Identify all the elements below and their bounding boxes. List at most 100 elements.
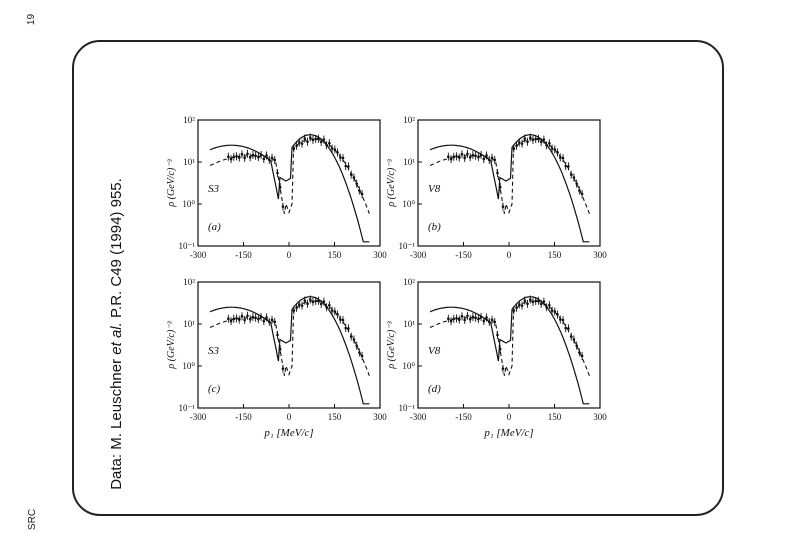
y-tick-label: 10⁰ [402,199,415,209]
data-point [578,351,581,354]
data-point [278,185,282,189]
data-point [452,317,456,321]
data-point [251,315,255,319]
data-point [558,318,562,321]
slide-frame [72,40,724,516]
data-point [276,171,279,175]
data-point [474,316,477,320]
data-point [528,298,532,301]
panel-frame [417,281,601,409]
data-point [572,338,576,341]
data-point [358,189,361,192]
data-point [246,152,249,156]
y-tick-label: 10² [403,277,415,287]
data-point [452,155,456,159]
data-point [281,367,285,370]
x-tick-label: 0 [287,412,292,422]
data-point [303,137,307,140]
y-tick-label: 10¹ [403,319,415,329]
panel-frame [197,119,381,247]
data-point [466,152,469,156]
data-point [558,156,562,159]
y-tick-label: 10¹ [183,157,195,167]
data-point [254,316,257,320]
data-point [548,141,551,145]
data-point [534,137,537,141]
data-point [248,155,252,159]
model-curve-solid [209,296,370,405]
data-point [460,314,464,318]
x-tick-label: -300 [410,412,427,422]
data-point [317,299,320,303]
data-point [447,317,450,321]
data-point [463,156,467,160]
data-point [325,143,328,147]
data-point [308,136,312,139]
data-point [490,156,494,160]
data-point [341,318,345,322]
model-curve-dashed [209,300,370,377]
data-point [229,157,233,161]
data-point [267,158,271,162]
data-point [311,300,315,304]
data-point [512,147,516,150]
data-point [330,147,334,150]
data-point [308,298,312,301]
data-point [447,155,450,159]
model-curve-dashed [429,138,590,215]
x-tick-label: 300 [593,250,607,260]
data-point [240,314,244,318]
data-point [292,147,296,150]
y-axis-title: ρ (GeV/c)⁻³ [166,158,177,207]
data-point [306,140,309,144]
data-point [347,165,350,168]
data-point [482,157,486,161]
panel-a: -300 -150 0 150 300 10⁻¹ 10⁰ 10¹ 10² S3 (a) ρ (GeV/… [166,115,387,260]
data-point [449,319,453,323]
data-point [259,153,263,157]
y-tick-label: 10⁻¹ [399,241,416,251]
panel-frame [197,281,381,409]
data-point [265,154,268,157]
data-point [254,154,257,158]
data-point [298,303,301,306]
data-point [477,317,480,321]
data-point [553,148,557,151]
data-point [360,354,364,358]
x-tick-label: -150 [235,412,252,422]
data-point [259,315,263,319]
data-point [281,205,285,208]
data-point [493,158,497,162]
data-point [344,164,348,168]
y-tick-label: 10⁰ [182,361,195,371]
data-point [243,156,247,160]
data-point [360,192,364,196]
data-point [477,155,480,159]
data-point [580,354,584,358]
x-tick-label: -150 [235,250,252,260]
data-point [572,176,576,179]
data-point [270,318,274,322]
data-point [311,138,315,142]
data-point [333,310,337,313]
y-tick-label: 10² [183,277,195,287]
y-axis-title: ρ (GeV/c)⁻³ [386,158,397,207]
data-point [338,156,342,159]
y-tick-label: 10⁻¹ [179,403,196,413]
data-point [526,140,529,144]
data-point [303,299,307,302]
data-point [232,317,236,321]
x-tick-label: 150 [328,250,342,260]
x-axis-title: p₁ [MeV/c] [483,427,533,439]
data-point [455,155,458,158]
data-point [270,156,274,160]
data-point [537,137,540,141]
x-tick-label: -300 [190,412,207,422]
data-point [325,305,328,309]
x-axis-title: p₁ [MeV/c] [263,427,313,439]
data-point [262,157,266,161]
data-point [553,310,557,313]
data-point [567,327,570,330]
data-point [580,192,584,196]
